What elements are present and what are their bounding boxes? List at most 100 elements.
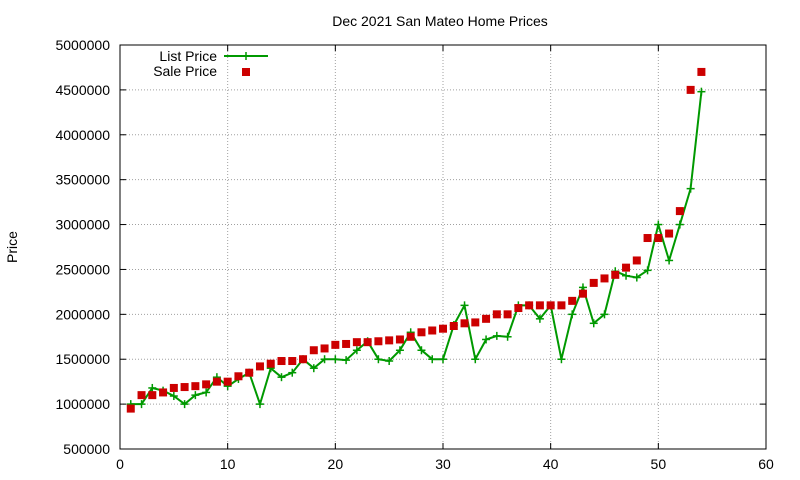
list-price-point — [439, 355, 447, 364]
sale-price-point — [589, 278, 598, 287]
sale-price-point — [148, 391, 157, 400]
sale-price-point — [492, 310, 501, 319]
sale-price-point — [137, 391, 146, 400]
list-price-point — [589, 319, 598, 328]
y-tick-label: 5000000 — [55, 37, 110, 53]
data-series — [126, 67, 706, 413]
sale-price-point — [385, 336, 394, 345]
sale-price-point — [212, 377, 221, 386]
x-tick-label: 60 — [758, 456, 774, 472]
list-price-point — [622, 271, 631, 280]
list-price-point — [665, 256, 674, 265]
sale-price-point — [503, 310, 512, 319]
y-tick-label: 2000000 — [55, 306, 110, 322]
list-price-point — [277, 373, 286, 382]
y-tick-label: 4000000 — [55, 127, 110, 143]
sale-price-point — [546, 301, 555, 310]
sale-price-point — [428, 326, 437, 335]
y-tick-label: 4500000 — [55, 82, 110, 98]
y-tick-label: 500000 — [63, 441, 110, 457]
list-price-point — [535, 314, 544, 323]
x-tick-label: 50 — [651, 456, 667, 472]
sale-price-point — [578, 289, 587, 298]
list-price-point — [169, 392, 178, 401]
y-tick-label: 3000000 — [55, 217, 110, 233]
list-price-point — [202, 388, 211, 397]
list-price-point — [288, 368, 297, 377]
sale-price-point — [611, 270, 620, 279]
list-price-point — [417, 346, 426, 355]
list-price-point — [331, 355, 340, 364]
list-price-line — [130, 91, 703, 408]
sale-price-point — [352, 338, 361, 347]
sale-price-point — [159, 388, 168, 397]
sale-price-point — [439, 324, 447, 333]
y-tick-label: 1500000 — [55, 351, 110, 367]
legend-label-list-price: List Price — [159, 48, 217, 64]
sale-price-point — [288, 357, 297, 366]
list-price-point — [352, 346, 361, 355]
sale-price-point — [686, 85, 695, 94]
list-price-point — [675, 220, 684, 229]
list-price-point — [309, 364, 318, 373]
x-tick-label: 10 — [220, 456, 236, 472]
legend-marker-list-price — [242, 52, 250, 60]
sale-price-point — [191, 382, 200, 391]
list-price-point — [471, 355, 480, 364]
sale-price-point — [406, 332, 415, 341]
list-price-point — [557, 355, 566, 364]
sale-price-point — [449, 322, 458, 331]
sale-price-point — [568, 296, 577, 305]
sale-price-point — [331, 340, 340, 349]
sale-price-point — [654, 234, 663, 243]
list-price-point — [697, 87, 706, 96]
list-price-point — [643, 266, 652, 275]
legend-label-sale-price: Sale Price — [153, 63, 217, 79]
sale-price-point — [277, 357, 286, 366]
sale-price-point — [223, 377, 232, 386]
list-price-point — [568, 310, 577, 319]
y-tick-label: 2500000 — [55, 261, 110, 277]
sale-price-point — [600, 274, 609, 283]
sale-price-point — [471, 318, 480, 327]
list-price-point — [654, 220, 663, 229]
sale-price-point — [665, 229, 674, 238]
sale-price-point — [643, 234, 652, 243]
chart-title: Dec 2021 San Mateo Home Prices — [332, 13, 548, 29]
grid-lines — [120, 45, 766, 449]
list-price-point — [320, 355, 329, 364]
sale-price-point — [342, 339, 351, 348]
sale-price-point — [675, 207, 684, 216]
sale-price-point — [299, 355, 308, 364]
sale-price-point — [126, 404, 135, 413]
sale-price-point — [374, 337, 383, 346]
list-price-point — [632, 273, 641, 282]
list-price-point — [686, 184, 695, 193]
sale-price-point — [320, 344, 329, 353]
list-price-point — [428, 355, 437, 364]
sale-price-point — [557, 301, 566, 310]
sale-price-point — [202, 380, 211, 389]
sale-price-point — [417, 328, 426, 337]
sale-price-point — [245, 368, 254, 377]
y-tick-label: 3500000 — [55, 172, 110, 188]
sale-price-point — [697, 67, 706, 76]
sale-price-point — [514, 304, 523, 313]
sale-price-point — [632, 256, 641, 265]
legend-marker-sale-price — [242, 68, 250, 76]
list-price-point — [460, 301, 469, 310]
sale-price-point — [535, 301, 544, 310]
list-price-point — [255, 400, 264, 409]
y-tick-label: 1000000 — [55, 396, 110, 412]
list-price-point — [180, 400, 189, 409]
list-price-point — [385, 357, 394, 366]
sale-price-point — [460, 319, 469, 328]
sale-price-point — [255, 362, 264, 371]
sale-price-point — [482, 314, 491, 323]
list-price-point — [342, 356, 351, 365]
axis-ticks: 0 10 20 30 40 50 60 500000 1000000 1500000 2000000… — [55, 37, 774, 472]
sale-price-point — [395, 335, 404, 344]
x-tick-label: 30 — [435, 456, 451, 472]
list-price-point — [191, 391, 200, 400]
sale-price-point — [622, 263, 631, 272]
